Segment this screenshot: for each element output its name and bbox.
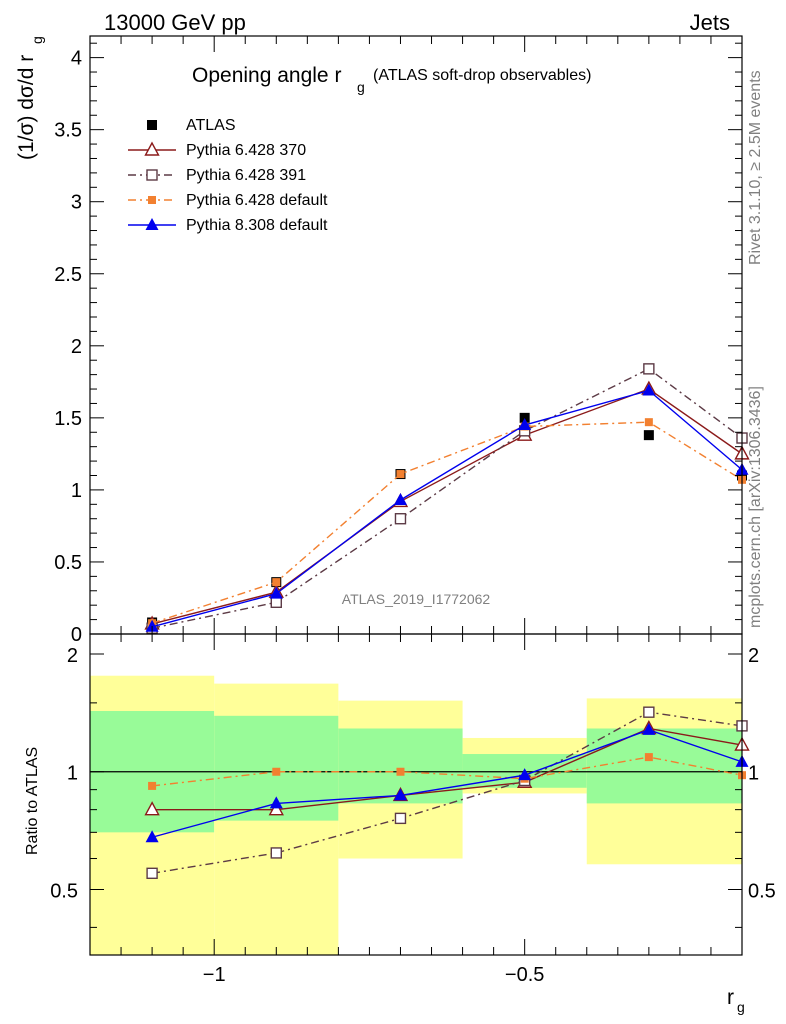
main-title-subscript: g bbox=[357, 79, 365, 95]
main-ytick-label-8: 4 bbox=[71, 48, 82, 70]
main-series-2-point-1 bbox=[270, 596, 282, 608]
main-series-line-2 bbox=[151, 368, 743, 629]
ratio-series-2-point-2 bbox=[396, 767, 405, 776]
main-series-4-point-2 bbox=[393, 492, 407, 505]
ratio-axis-ticks: −1 −0.5 0.5 0.5 1 1 2 2 bbox=[50, 634, 776, 986]
main-series-3-point-2 bbox=[396, 470, 405, 479]
legend-label-0: ATLAS bbox=[186, 117, 236, 134]
legend-label-2: Pythia 6.428 391 bbox=[186, 167, 306, 184]
main-ytick-label-1: 0.5 bbox=[54, 552, 82, 574]
ratio-ytick-label-left-1: 1 bbox=[67, 763, 78, 785]
energy-label: 13000 GeV pp bbox=[104, 10, 246, 35]
analysis-id: ATLAS_2019_I1772062 bbox=[342, 591, 491, 607]
ratio-ytick-label-right-1: 1 bbox=[748, 763, 759, 785]
main-series-2-point-4 bbox=[643, 363, 655, 375]
ratio-ylabel: Ratio to ATLAS bbox=[24, 747, 41, 855]
ratio-series-2-point-0 bbox=[148, 781, 157, 790]
mcplots-label: mcplots.cern.ch [arXiv:1306.3436] bbox=[747, 386, 764, 628]
main-series-0-point-4 bbox=[643, 430, 654, 441]
ratio-series-3-point-0 bbox=[145, 830, 159, 843]
ratio-series-3-point-4 bbox=[642, 722, 656, 735]
ratio-series-2-point-1 bbox=[272, 767, 281, 776]
main-ylabel-subscript: g bbox=[29, 36, 45, 44]
ratio-ytick-label-right-0: 0.5 bbox=[748, 880, 776, 902]
ratio-xlabel-subscript: g bbox=[737, 999, 745, 1015]
main-ytick-label-6: 3 bbox=[71, 192, 82, 214]
green-band-4 bbox=[586, 728, 742, 804]
main-series-4-point-3 bbox=[518, 418, 532, 431]
main-series-4-point-1 bbox=[269, 586, 283, 599]
main-series-3-point-1 bbox=[272, 578, 281, 587]
ratio-ytick-label-left-2: 2 bbox=[67, 645, 78, 667]
legend-label-1: Pythia 6.428 370 bbox=[186, 142, 306, 159]
ratio-ytick-label-left-0: 0.5 bbox=[50, 880, 78, 902]
ratio-series-3-point-1 bbox=[269, 796, 283, 809]
legend-label-3: Pythia 6.428 default bbox=[186, 192, 328, 209]
main-ytick-label-7: 3.5 bbox=[54, 120, 82, 142]
main-ytick-label-4: 2 bbox=[71, 336, 82, 358]
main-series-line-3 bbox=[151, 421, 743, 624]
legend-marker-2 bbox=[146, 169, 158, 181]
legend-marker-1 bbox=[144, 141, 160, 156]
main-series-line-4 bbox=[151, 389, 743, 628]
ratio-series-line-1 bbox=[151, 711, 743, 874]
legend-marker-4 bbox=[145, 218, 159, 230]
main-panel: 0 0.5 1 1.5 2 2.5 3 3.5 4 Opening angle r g (ATL… bbox=[15, 35, 750, 646]
main-series-2-point-2 bbox=[394, 513, 407, 525]
main-ytick-label-2: 1 bbox=[71, 480, 82, 502]
ratio-series-1-point-0 bbox=[146, 867, 158, 879]
ratio-ytick-label-right-2: 2 bbox=[748, 645, 759, 667]
legend: ATLAS Pythia 6.428 370 Pythia 6.428 391 … bbox=[128, 117, 328, 234]
ratio-series-0-point-1 bbox=[268, 801, 284, 816]
main-ytick-label-3: 1.5 bbox=[54, 408, 82, 430]
rivet-label: Rivet 3.1.10, ≥ 2.5M events bbox=[747, 70, 764, 265]
ratio-series-line-3 bbox=[151, 729, 743, 838]
main-axis-ticks: 0 0.5 1 1.5 2 2.5 3 3.5 4 bbox=[54, 36, 743, 646]
ratio-series-1-point-4 bbox=[643, 706, 655, 718]
main-series-3-point-4 bbox=[644, 418, 653, 427]
legend-marker-3 bbox=[148, 196, 156, 204]
ratio-series-line-2 bbox=[152, 756, 743, 787]
ratio-xlabel: r bbox=[727, 986, 734, 1009]
ratio-xtick-label-0: −1 bbox=[203, 964, 226, 986]
main-title-text: Opening angle r bbox=[192, 64, 341, 87]
ratio-series-2-point-4 bbox=[644, 753, 653, 762]
main-series-4-point-4 bbox=[642, 383, 656, 396]
ratio-frame bbox=[89, 633, 743, 956]
ratio-series-1-point-1 bbox=[270, 847, 282, 859]
ratio-series-3-point-2 bbox=[393, 788, 407, 801]
main-series-line-1 bbox=[151, 388, 743, 625]
ratio-series-0-point-0 bbox=[144, 801, 160, 816]
legend-marker-0 bbox=[147, 120, 157, 130]
main-series-0-point-3 bbox=[519, 412, 530, 423]
main-ytick-label-5: 2.5 bbox=[54, 264, 82, 286]
main-title-paren: (ATLAS soft-drop observables) bbox=[373, 67, 591, 84]
main-series-4-point-0 bbox=[145, 619, 159, 632]
main-ytick-label-0: 0 bbox=[71, 624, 82, 646]
ratio-series-3-point-3 bbox=[518, 768, 532, 781]
main-title: Opening angle r bbox=[192, 64, 341, 87]
ratio-series-1-point-2 bbox=[394, 812, 407, 825]
ratio-panel: −1 −0.5 0.5 0.5 1 1 2 2 Ratio to ATLAS r g bbox=[24, 633, 776, 1015]
main-ylabel: (1/σ) dσ/d r bbox=[15, 55, 38, 160]
process-label: Jets bbox=[690, 10, 730, 35]
legend-label-4: Pythia 8.308 default bbox=[186, 217, 328, 234]
ratio-xtick-label-1: −0.5 bbox=[505, 964, 544, 986]
